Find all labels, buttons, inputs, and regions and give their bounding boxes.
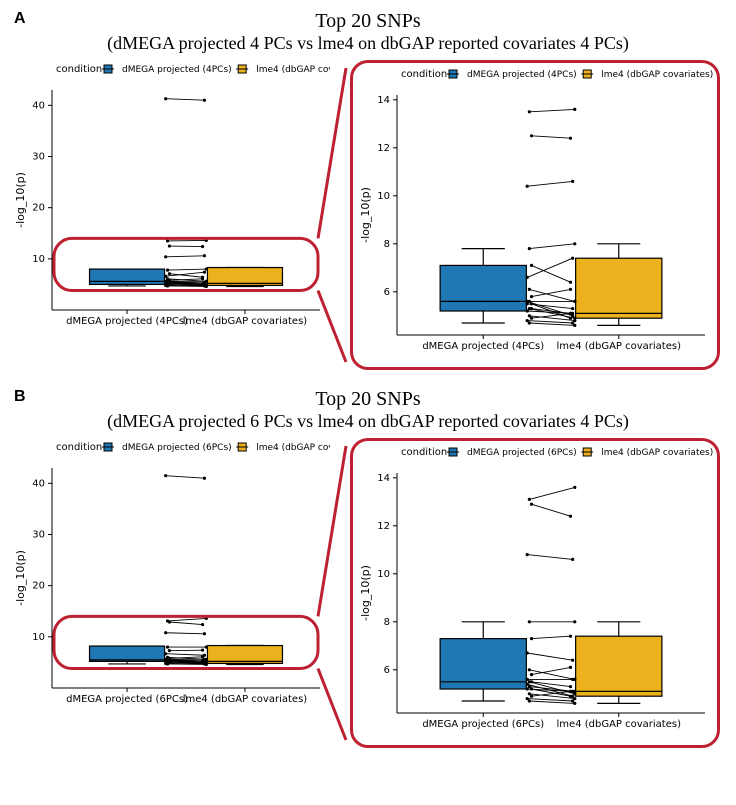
category-2-label: lme4 (dbGAP covariates) — [557, 719, 682, 730]
legend-item-2: lme4 (dbGAP covariates) — [256, 443, 330, 453]
legend-item-2: lme4 (dbGAP covariates) — [256, 65, 330, 75]
chart-right: 6 8 10 12 14 -log_10(p) dMEGA projected (4PCs)… — [350, 60, 720, 370]
zoom-connector — [326, 60, 352, 370]
category-1-label: dMEGA projected (6PCs) — [422, 719, 544, 730]
category-2-label: lme4 (dbGAP covariates) — [183, 316, 308, 327]
category-2-label: lme4 (dbGAP covariates) — [183, 694, 308, 705]
svg-text:10: 10 — [32, 632, 45, 643]
legend-item-2: lme4 (dbGAP covariates) — [601, 448, 713, 458]
panel-title: Top 20 SNPs — [10, 10, 726, 33]
svg-text:10: 10 — [377, 569, 390, 580]
svg-text:6: 6 — [384, 665, 390, 676]
category-1-label: dMEGA projected (4PCs) — [422, 341, 544, 352]
svg-text:8: 8 — [384, 617, 390, 628]
panel-letter: A — [14, 10, 26, 28]
legend-title: condition — [56, 442, 102, 453]
panel-a: A Top 20 SNPs (dMEGA projected 4 PCs vs … — [10, 10, 726, 370]
y-axis-label: -log_10(p) — [14, 550, 27, 606]
y-axis-label: -log_10(p) — [14, 172, 27, 228]
legend-item-1: dMEGA projected (4PCs) — [467, 70, 577, 80]
svg-text:10: 10 — [32, 254, 45, 265]
legend-title: condition — [401, 69, 447, 80]
legend-title: condition — [401, 447, 447, 458]
panel-title: Top 20 SNPs — [10, 388, 726, 411]
chart-left: 10 20 30 40 -log_10(p) dMEGA projected (4PCs)… — [10, 60, 330, 340]
svg-text:12: 12 — [377, 143, 390, 154]
zoom-connector — [326, 438, 352, 748]
category-2-label: lme4 (dbGAP covariates) — [557, 341, 682, 352]
y-axis-label: -log_10(p) — [359, 565, 372, 621]
svg-text:8: 8 — [384, 239, 390, 250]
chart-left: 10 20 30 40 -log_10(p) dMEGA projected (6PCs)… — [10, 438, 330, 718]
svg-text:12: 12 — [377, 521, 390, 532]
category-1-label: dMEGA projected (6PCs) — [66, 694, 188, 705]
legend-item-1: dMEGA projected (6PCs) — [467, 448, 577, 458]
svg-text:40: 40 — [32, 478, 45, 489]
svg-text:10: 10 — [377, 191, 390, 202]
svg-text:14: 14 — [377, 95, 390, 106]
svg-text:6: 6 — [384, 287, 390, 298]
panel-b: B Top 20 SNPs (dMEGA projected 6 PCs vs … — [10, 388, 726, 748]
svg-text:20: 20 — [32, 581, 45, 592]
svg-text:14: 14 — [377, 473, 390, 484]
legend-item-2: lme4 (dbGAP covariates) — [601, 70, 713, 80]
chart-right: 6 8 10 12 14 -log_10(p) dMEGA projected (6PCs)… — [350, 438, 720, 748]
svg-text:20: 20 — [32, 203, 45, 214]
panel-subtitle: (dMEGA projected 6 PCs vs lme4 on dbGAP … — [10, 411, 726, 432]
y-axis-label: -log_10(p) — [359, 187, 372, 243]
legend-item-1: dMEGA projected (4PCs) — [122, 65, 232, 75]
svg-text:30: 30 — [32, 152, 45, 163]
legend-title: condition — [56, 64, 102, 75]
legend-item-1: dMEGA projected (6PCs) — [122, 443, 232, 453]
category-1-label: dMEGA projected (4PCs) — [66, 316, 188, 327]
svg-text:30: 30 — [32, 530, 45, 541]
panel-subtitle: (dMEGA projected 4 PCs vs lme4 on dbGAP … — [10, 33, 726, 54]
panel-letter: B — [14, 388, 26, 406]
svg-text:40: 40 — [32, 100, 45, 111]
